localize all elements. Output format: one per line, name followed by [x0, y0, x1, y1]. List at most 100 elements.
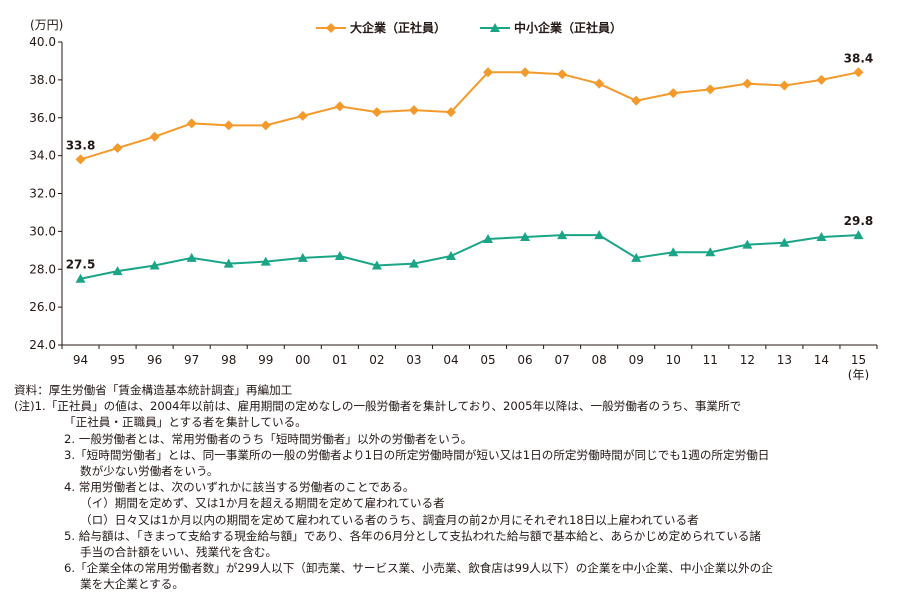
data-point-1: [75, 154, 86, 165]
data-point-2: [223, 258, 234, 268]
data-point-2: [75, 273, 86, 283]
data-point-2: [668, 247, 679, 257]
note-4: 4. 常用労働者とは、次のいずれかに該当する労働者のことである。: [64, 480, 415, 495]
data-point-1: [594, 78, 605, 89]
x-tick-label: 10: [666, 353, 681, 367]
note-3-cont: 数が少ない労働者をいう。: [80, 464, 219, 479]
legend-marker-2: [490, 23, 500, 32]
data-point-2: [260, 256, 271, 266]
data-point-1: [483, 67, 494, 78]
data-point-2: [742, 239, 753, 249]
x-tick-label: 96: [147, 353, 162, 367]
data-point-1: [668, 88, 679, 99]
notes: 資料：厚生労働省「賃金構造基本統計調査」再編加工 (注)1.「正社員」の値は、2…: [14, 382, 904, 593]
data-label-2: 27.5: [66, 258, 96, 272]
y-tick-label: 28.0: [29, 262, 56, 276]
data-point-1: [816, 74, 827, 85]
x-tick-label: 02: [369, 353, 384, 367]
x-tick-label: 95: [110, 353, 125, 367]
x-tick-label: 08: [592, 353, 607, 367]
data-point-1: [742, 78, 753, 89]
y-tick-label: 34.0: [29, 149, 56, 163]
x-tick-label: 98: [221, 353, 236, 367]
data-point-1: [445, 107, 456, 118]
data-point-2: [408, 258, 419, 268]
data-point-2: [149, 260, 160, 270]
legend-label-1: 大企業（正社員）: [350, 20, 446, 35]
x-tick-label: 94: [73, 353, 88, 367]
note-6-cont: 業を大企業とする。: [80, 577, 184, 592]
x-tick-label: 97: [184, 353, 199, 367]
data-point-2: [779, 237, 790, 247]
x-tick-label: 06: [517, 353, 532, 367]
note-5: 5. 給与額は、「きまって支給する現金給与額」であり、各年の6月分として支払われ…: [64, 528, 761, 543]
note-1-cont: 「正社員・正職員」とする者を集計している。: [64, 415, 307, 430]
y-tick-label: 36.0: [29, 111, 56, 125]
data-point-1: [223, 120, 234, 131]
data-point-1: [186, 118, 197, 129]
data-point-2: [557, 230, 568, 240]
y-tick-label: 38.0: [29, 73, 56, 87]
data-point-1: [149, 131, 160, 142]
y-tick-label: 26.0: [29, 300, 56, 314]
x-tick-label: 09: [629, 353, 644, 367]
data-point-2: [520, 232, 531, 242]
data-point-1: [705, 84, 716, 95]
x-unit-label: (年): [848, 368, 869, 380]
note-3: 3.「短時間労働者」とは、同一事業所の一般の労働者より1日の所定労働時間が短い又…: [64, 447, 770, 462]
source-note: 資料：厚生労働省「賃金構造基本統計調査」再編加工: [14, 383, 293, 397]
data-point-2: [334, 250, 345, 260]
data-point-2: [853, 230, 864, 240]
y-tick-label: 32.0: [29, 187, 56, 201]
x-tick-label: 04: [443, 353, 458, 367]
y-tick-label: 40.0: [29, 35, 56, 49]
data-point-2: [816, 232, 827, 242]
data-point-2: [631, 252, 642, 262]
note-2: 2. 一般労働者とは、常用労働者のうち「短時間労働者」以外の労働者をいう。: [64, 431, 473, 446]
data-point-2: [186, 252, 197, 262]
x-tick-label: 99: [258, 353, 273, 367]
data-label-1: 38.4: [844, 51, 874, 65]
x-tick-label: 01: [332, 353, 347, 367]
series-line-2: [80, 234, 859, 280]
note-5-cont: 手当の合計額をいい、残業代を含む。: [80, 545, 278, 560]
data-label-1: 33.8: [66, 138, 96, 152]
data-point-1: [520, 67, 531, 78]
data-label-2: 29.8: [844, 214, 874, 228]
data-point-1: [260, 120, 271, 131]
data-point-2: [483, 233, 494, 243]
x-tick-label: 03: [406, 353, 421, 367]
data-point-2: [297, 252, 308, 262]
data-point-1: [371, 107, 382, 118]
note-4-ro: （ロ）日々又は1か月以内の期間を定めて雇われている者のうち、調査月の前2か月にそ…: [80, 512, 699, 527]
x-tick-label: 00: [295, 353, 310, 367]
y-unit-label: (万円): [30, 18, 63, 32]
x-tick-label: 14: [814, 353, 829, 367]
x-tick-label: 07: [554, 353, 569, 367]
x-tick-label: 12: [740, 353, 755, 367]
data-point-1: [853, 67, 864, 78]
data-point-1: [408, 105, 419, 116]
data-point-2: [445, 250, 456, 260]
data-point-1: [557, 69, 568, 80]
series-line-1: [80, 71, 859, 161]
x-tick-label: 05: [480, 353, 495, 367]
x-tick-label: 11: [703, 353, 718, 367]
data-point-1: [334, 101, 345, 112]
legend-marker-1: [326, 23, 336, 33]
y-tick-label: 30.0: [29, 224, 56, 238]
y-tick-label: 24.0: [29, 338, 56, 352]
note-1: (注)1.「正社員」の値は、2004年以前は、雇用期間の定めなしの一般労働者を集…: [14, 399, 742, 414]
data-point-2: [371, 260, 382, 270]
legend-label-2: 中小企業（正社員）: [514, 20, 622, 35]
x-tick-label: 15: [851, 353, 866, 367]
data-point-1: [112, 143, 123, 154]
note-4-i: （イ）期間を定めず、又は1か月を超える期間を定めて雇われている者: [80, 496, 445, 511]
data-point-1: [631, 95, 642, 106]
data-point-1: [779, 80, 790, 91]
data-point-1: [297, 110, 308, 121]
data-point-2: [594, 230, 605, 240]
data-point-2: [705, 247, 716, 257]
data-point-2: [112, 266, 123, 276]
line-chart: 40.0 38.0 36.0 34.0 32.0 30.0 28.0 26.0 24.0 (万円)…: [29, 18, 878, 380]
